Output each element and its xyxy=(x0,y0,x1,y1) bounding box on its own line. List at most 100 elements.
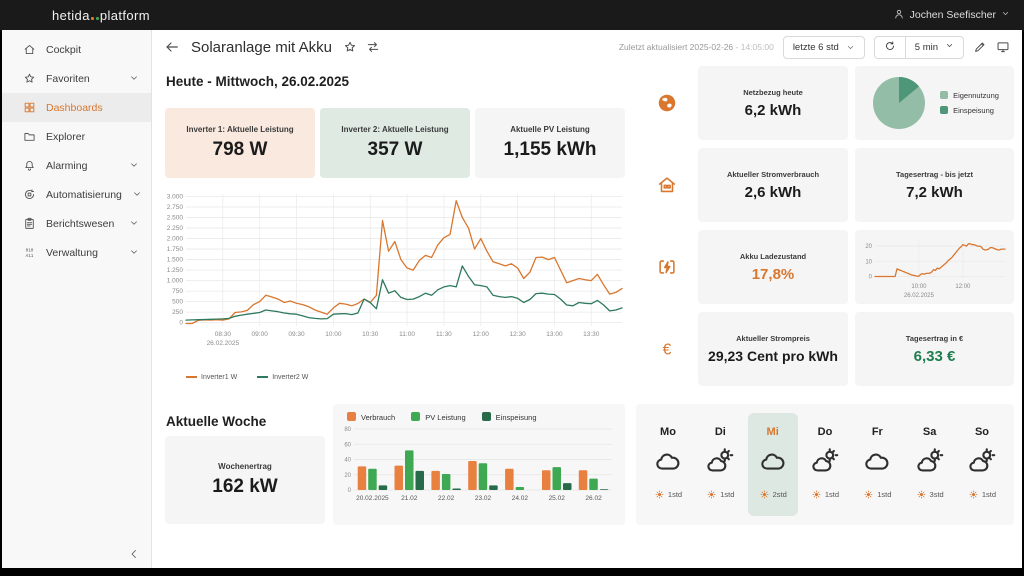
page-header: Solaranlage mit Akku Zuletzt aktualisier… xyxy=(152,30,1022,64)
right-row-3: Akku Ladezustand 17,8% 0 10 20 10:00 26.02.202… xyxy=(636,230,1014,304)
refresh-interval-value: 5 min xyxy=(914,41,938,53)
svg-text:11:00: 11:00 xyxy=(399,331,415,338)
stat-card-value: 17,8% xyxy=(751,265,795,283)
legend-label: Inverter2 W xyxy=(272,374,309,381)
compare-icon xyxy=(367,42,379,52)
stat-card-value: 6,2 kWh xyxy=(744,101,802,119)
sun-hours: 1std xyxy=(654,489,682,500)
sidebar-item-dashboards[interactable]: Dashboards xyxy=(2,93,151,122)
svg-text:09:30: 09:30 xyxy=(288,331,305,338)
svg-text:010: 010 xyxy=(26,248,34,253)
stat-card: Netzbezug heute 6,2 kWh xyxy=(698,66,848,140)
weather-day-name: Sa xyxy=(922,426,937,438)
main-area: Solaranlage mit Akku Zuletzt aktualisier… xyxy=(152,30,1022,568)
svg-text:40: 40 xyxy=(344,458,351,464)
refresh-button[interactable] xyxy=(875,37,905,58)
logo-dot-green xyxy=(95,16,99,20)
week-bar-chart-svg: 0 20 40 60 80 20.02.2025 21.02 22.02 23.02 24.02 2… xyxy=(344,427,612,502)
person-icon xyxy=(894,9,903,18)
svg-text:10:00: 10:00 xyxy=(325,331,342,338)
legend-swatch xyxy=(347,412,356,421)
today-stat-card-3: Aktuelle PV Leistung 1,155 kWh xyxy=(475,108,625,178)
weather-day-do: Do 1std xyxy=(800,413,850,516)
stat-card-value: 6,33 € xyxy=(913,347,956,365)
home-icon xyxy=(24,44,35,55)
cloud-icon xyxy=(656,453,680,470)
svg-text:25.02: 25.02 xyxy=(549,495,566,502)
bar-legend-item: Verbrauch xyxy=(347,412,395,422)
sidebar-item-favoriten[interactable]: Favoriten xyxy=(2,64,151,93)
stat-card: Aktueller Strompreis 29,23 Cent pro kWh xyxy=(698,312,848,386)
weather-day-di: Di 1std xyxy=(695,413,745,516)
last-updated-date: Zuletzt aktualisiert 2025-02-26 xyxy=(618,42,734,52)
right-column: Netzbezug heute 6,2 kWh Eigennutzung Einspe… xyxy=(636,66,1014,386)
svg-text:21.02: 21.02 xyxy=(401,495,418,502)
svg-text:250: 250 xyxy=(172,309,183,316)
legend-item: Inverter1 W xyxy=(186,374,237,381)
pie-legend: Eigennutzung Einspeisung xyxy=(940,91,999,115)
edit-dashboard-button[interactable] xyxy=(973,40,987,54)
svg-text:0: 0 xyxy=(348,488,352,494)
sidebar-item-automatisierung[interactable]: Automatisierung xyxy=(2,180,151,209)
stat-card-label: Inverter 2: Aktuelle Leistung xyxy=(341,125,449,134)
time-range-select[interactable]: letzte 6 std xyxy=(782,35,865,59)
svg-text:24.02: 24.02 xyxy=(512,495,529,502)
svg-text:20.02.2025: 20.02.2025 xyxy=(356,495,389,502)
sidebar-collapse-button[interactable] xyxy=(128,548,140,560)
svg-text:26.02.2025: 26.02.2025 xyxy=(903,293,934,299)
weather-day-name: Fr xyxy=(871,426,883,438)
folder-icon xyxy=(24,133,35,141)
svg-text:26.02: 26.02 xyxy=(585,495,602,502)
sidebar-item-berichtswesen[interactable]: Berichtswesen xyxy=(2,209,151,238)
presentation-mode-button[interactable] xyxy=(996,40,1010,54)
sun-hours-value: 1std xyxy=(981,490,997,499)
sun-cloud-icon xyxy=(916,448,943,472)
legend-item: Inverter2 W xyxy=(257,374,308,381)
stat-card-label: Inverter 1: Aktuelle Leistung xyxy=(186,125,294,134)
legend-label: Eigennutzung xyxy=(953,91,999,100)
weather-day-fr: Fr 1std xyxy=(852,413,902,516)
svg-text:26.02.2025: 26.02.2025 xyxy=(207,340,240,347)
svg-text:A11: A11 xyxy=(26,254,34,259)
chevron-down-icon xyxy=(847,45,853,49)
stat-card: Akku Ladezustand 17,8% xyxy=(698,230,848,304)
sun-hours-value: 3std xyxy=(929,490,944,499)
sidebar-item-label: Explorer xyxy=(46,130,86,143)
cloud-icon xyxy=(760,453,785,470)
favorite-star-button[interactable] xyxy=(343,40,357,54)
row-icon xyxy=(636,148,698,222)
today-heading: Heute - Mittwoch, 26.02.2025 xyxy=(166,74,350,89)
sun-hours: 2std xyxy=(759,489,787,500)
stat-card-label: Aktuelle PV Leistung xyxy=(510,125,590,134)
legend-label: Verbrauch xyxy=(361,413,396,422)
sidebar-item-alarming[interactable]: Alarming xyxy=(2,151,151,180)
house-icon xyxy=(658,177,676,193)
weather-day-mi: Mi 2std xyxy=(747,413,798,516)
sidebar-item-label: Favoriten xyxy=(46,72,90,85)
back-button[interactable] xyxy=(164,39,180,55)
back-arrow-icon xyxy=(166,42,178,52)
sun-hours-value: 1std xyxy=(824,490,840,499)
app-body: Cockpit Favoriten Dashboards Explorer Alarmi… xyxy=(2,30,1022,568)
weather-day-sa: Sa 3std xyxy=(905,413,955,516)
sidebar-item-label: Berichtswesen xyxy=(46,217,115,230)
row-icon xyxy=(636,66,698,140)
last-updated: Zuletzt aktualisiert 2025-02-26 - 14:05:… xyxy=(619,42,774,52)
user-menu[interactable]: Jochen Seefischer xyxy=(893,8,1010,23)
chevron-down-icon xyxy=(131,75,137,80)
sidebar-item-verwaltung[interactable]: 010 A11 Verwaltung xyxy=(2,238,151,267)
stat-card-label: Netzbezug heute xyxy=(743,87,803,97)
star-icon xyxy=(24,73,35,83)
compare-button[interactable] xyxy=(366,40,380,54)
legend-swatch xyxy=(186,376,197,379)
legend-item: Einspeisung xyxy=(940,106,999,115)
legend-swatch xyxy=(940,91,949,99)
sidebar-item-cockpit[interactable]: Cockpit xyxy=(2,35,151,64)
sun-hours: 1std xyxy=(863,489,891,500)
refresh-icon xyxy=(885,40,894,50)
stat-card-label: Aktueller Strompreis xyxy=(736,334,810,343)
sidebar-item-explorer[interactable]: Explorer xyxy=(2,122,151,151)
refresh-interval-select[interactable]: 5 min xyxy=(906,37,963,58)
legend-swatch xyxy=(411,412,421,421)
svg-text:10: 10 xyxy=(865,259,872,265)
